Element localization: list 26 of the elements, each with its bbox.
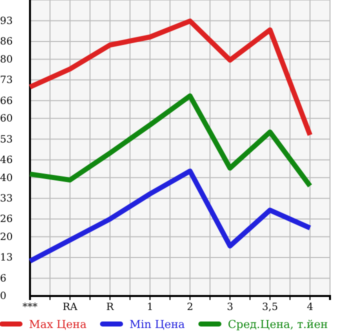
y-tick-label: 26 (0, 214, 13, 226)
y-tick-label: 60 (0, 114, 13, 125)
x-tick-label: 2 (186, 302, 194, 314)
y-tick-label: 6 (0, 273, 6, 284)
y-tick-label: 86 (0, 36, 13, 48)
x-tick-label: 3 (226, 302, 234, 314)
x-tick-label: 3,5 (262, 302, 278, 314)
y-tick-label: 66 (0, 96, 13, 107)
y-tick-label: 73 (0, 75, 13, 86)
legend-label: Min Цена (130, 318, 186, 331)
x-tick-label: RA (62, 302, 78, 314)
y-tick-label: 13 (0, 252, 13, 264)
y-tick-label: 0 (0, 291, 6, 302)
y-tick-label: 46 (0, 155, 13, 166)
y-tick-label: 80 (0, 54, 13, 66)
legend-label: Max Цена (29, 318, 87, 331)
y-tick-label: 40 (0, 172, 13, 184)
y-tick-label: 53 (0, 134, 13, 146)
y-tick-label: 20 (0, 232, 13, 243)
x-tick-label: R (106, 302, 114, 314)
legend-label: Сред.Цена, т.йен (228, 318, 328, 331)
y-tick-label: 33 (0, 194, 13, 205)
x-tick-label: *** (22, 302, 38, 314)
x-tick-label: 4 (306, 302, 314, 314)
x-tick-label: 1 (146, 302, 154, 314)
y-tick-label: 93 (0, 16, 13, 27)
